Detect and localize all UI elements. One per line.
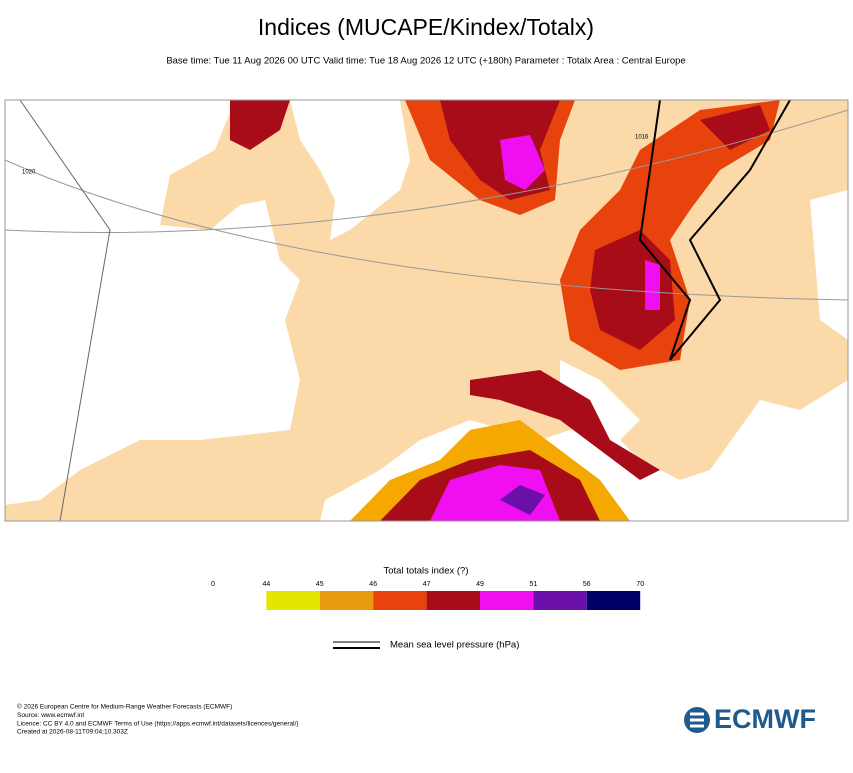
colorbar-tick-label: 70 [636, 581, 644, 588]
title: Indices (MUCAPE/Kindex/Totalx) [258, 14, 594, 40]
graticule [4, 159, 849, 301]
logo-text: ECMWF [714, 704, 816, 734]
colorbar-tick-label: 44 [263, 581, 271, 588]
logo: ECMWF [684, 704, 816, 734]
colorbar-tick-label: 46 [369, 581, 377, 588]
isobar-label: 1016 [635, 135, 649, 141]
colorbar: Total totals index (?) 0 44 45 46 47 49 51 56 70 [211, 566, 644, 610]
field-purple [500, 485, 545, 515]
colorbar-tick-label: 47 [423, 581, 431, 588]
footer: © 2026 European Centre for Medium-Range … [17, 703, 299, 736]
isobar-label: 1020 [22, 170, 36, 176]
colorbar-box [266, 591, 320, 610]
pressure-legend-label: Mean sea level pressure (hPa) [390, 640, 519, 651]
colorbar-tick-label: 51 [530, 581, 538, 588]
field-britain [230, 100, 290, 150]
logo-stripes [690, 712, 704, 728]
graticule [4, 109, 849, 233]
colorbar-box [426, 591, 480, 610]
colorbar-title: Total totals index (?) [383, 566, 468, 577]
footer-line: Source: www.ecmwf.int [17, 712, 84, 719]
field-east-red [590, 230, 675, 350]
subtitle: Base time: Tue 11 Aug 2026 00 UTC Valid … [166, 56, 685, 67]
colorbar-tick-label: 49 [476, 581, 484, 588]
colorbar-tick-label: 45 [316, 581, 324, 588]
footer-line: Licence: CC BY 4.0 and ECMWF Terms of Us… [17, 720, 299, 727]
footer-line: Created at 2026-08-11T09:04:10.303Z [17, 729, 128, 736]
isobar [638, 99, 791, 361]
north-sea [290, 100, 410, 240]
field-adriatic [470, 370, 660, 480]
map-frame [4, 99, 849, 522]
colorbar-box [480, 591, 534, 610]
colorbar-tick-label: 56 [583, 581, 591, 588]
colorbar-box [319, 591, 374, 610]
atlantic [5, 100, 300, 505]
colorbar-tick-label: 0 [211, 581, 215, 588]
footer-line: © 2026 European Centre for Medium-Range … [17, 703, 232, 711]
field-ne-red [700, 105, 770, 150]
map: 1020 1016 [4, 99, 849, 522]
colorbar-box [586, 591, 641, 610]
adriatic [560, 360, 640, 440]
field-north-magenta [500, 135, 545, 190]
black-sea [810, 190, 848, 340]
colorbar-box [373, 591, 427, 610]
isobar [19, 99, 111, 522]
field-east-magenta [645, 260, 660, 310]
colorbar-box [533, 591, 587, 610]
